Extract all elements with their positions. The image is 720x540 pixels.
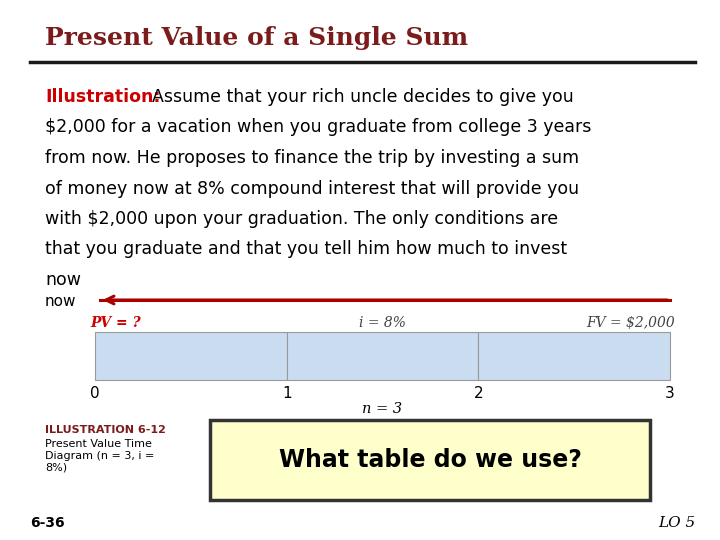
Text: LO 5: LO 5 [658, 516, 695, 530]
Text: ILLUSTRATION 6-12: ILLUSTRATION 6-12 [45, 425, 166, 435]
Text: Illustration:: Illustration: [45, 88, 161, 106]
Text: now: now [45, 294, 76, 309]
Text: 3: 3 [665, 386, 675, 401]
Text: 1: 1 [282, 386, 292, 401]
Text: now: now [45, 271, 81, 289]
FancyBboxPatch shape [210, 420, 650, 500]
Bar [95, 332, 287, 380]
Text: from now. He proposes to finance the trip by investing a sum: from now. He proposes to finance the tri… [45, 149, 579, 167]
Text: n = 3: n = 3 [362, 402, 402, 416]
Text: with $2,000 upon your graduation. The only conditions are: with $2,000 upon your graduation. The on… [45, 210, 558, 228]
Text: that you graduate and that you tell him how much to invest: that you graduate and that you tell him … [45, 240, 567, 259]
Text: 2: 2 [474, 386, 483, 401]
Text: PV = ?: PV = ? [90, 316, 140, 330]
Text: of money now at 8% compound interest that will provide you: of money now at 8% compound interest tha… [45, 179, 579, 198]
Bar [287, 332, 478, 380]
Text: Present Value of a Single Sum: Present Value of a Single Sum [45, 26, 468, 50]
Text: i = 8%: i = 8% [359, 316, 406, 330]
Bar [478, 332, 670, 380]
Text: $2,000 for a vacation when you graduate from college 3 years: $2,000 for a vacation when you graduate … [45, 118, 591, 137]
Text: 6-36: 6-36 [30, 516, 65, 530]
Text: Assume that your rich uncle decides to give you: Assume that your rich uncle decides to g… [152, 88, 574, 106]
Text: FV = $2,000: FV = $2,000 [586, 316, 675, 330]
Text: Present Value Time
Diagram (n = 3, i =
8%): Present Value Time Diagram (n = 3, i = 8… [45, 439, 154, 472]
Text: What table do we use?: What table do we use? [279, 448, 582, 472]
Text: 0: 0 [90, 386, 100, 401]
